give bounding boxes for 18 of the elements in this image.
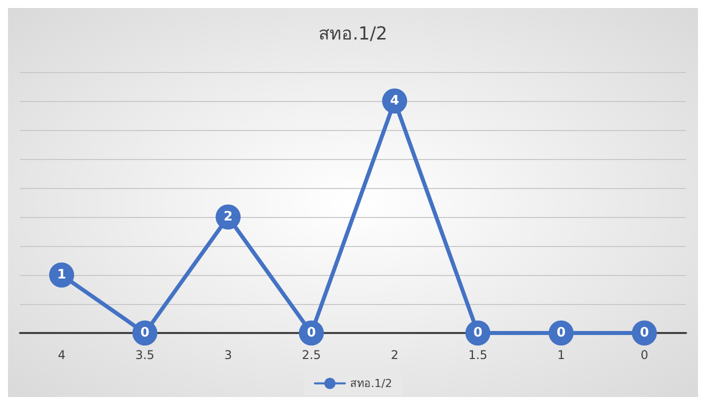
data-label: 0 [556, 326, 566, 340]
legend-label: สทอ.1/2 [350, 376, 392, 390]
x-tick-label: 1.5 [468, 348, 488, 362]
data-label: 0 [306, 326, 316, 340]
x-tick-label: 0 [640, 348, 648, 362]
x-tick-label: 1 [557, 348, 565, 362]
data-label: 1 [57, 268, 66, 282]
chart-title: สทอ.1/2 [318, 24, 388, 44]
data-label: 0 [140, 326, 150, 340]
data-label: 4 [390, 94, 400, 108]
data-label: 2 [224, 210, 233, 224]
data-label: 0 [640, 326, 649, 340]
x-tick-label: 3 [224, 348, 232, 362]
data-label: 0 [473, 326, 482, 340]
x-tick-label: 2 [390, 348, 398, 362]
x-tick-label: 4 [58, 348, 66, 362]
x-tick-label: 2.5 [302, 348, 321, 362]
x-tick-label: 3.5 [135, 348, 154, 362]
